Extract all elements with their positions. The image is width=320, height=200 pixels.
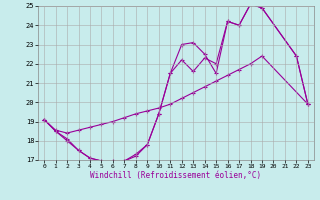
X-axis label: Windchill (Refroidissement éolien,°C): Windchill (Refroidissement éolien,°C): [91, 171, 261, 180]
